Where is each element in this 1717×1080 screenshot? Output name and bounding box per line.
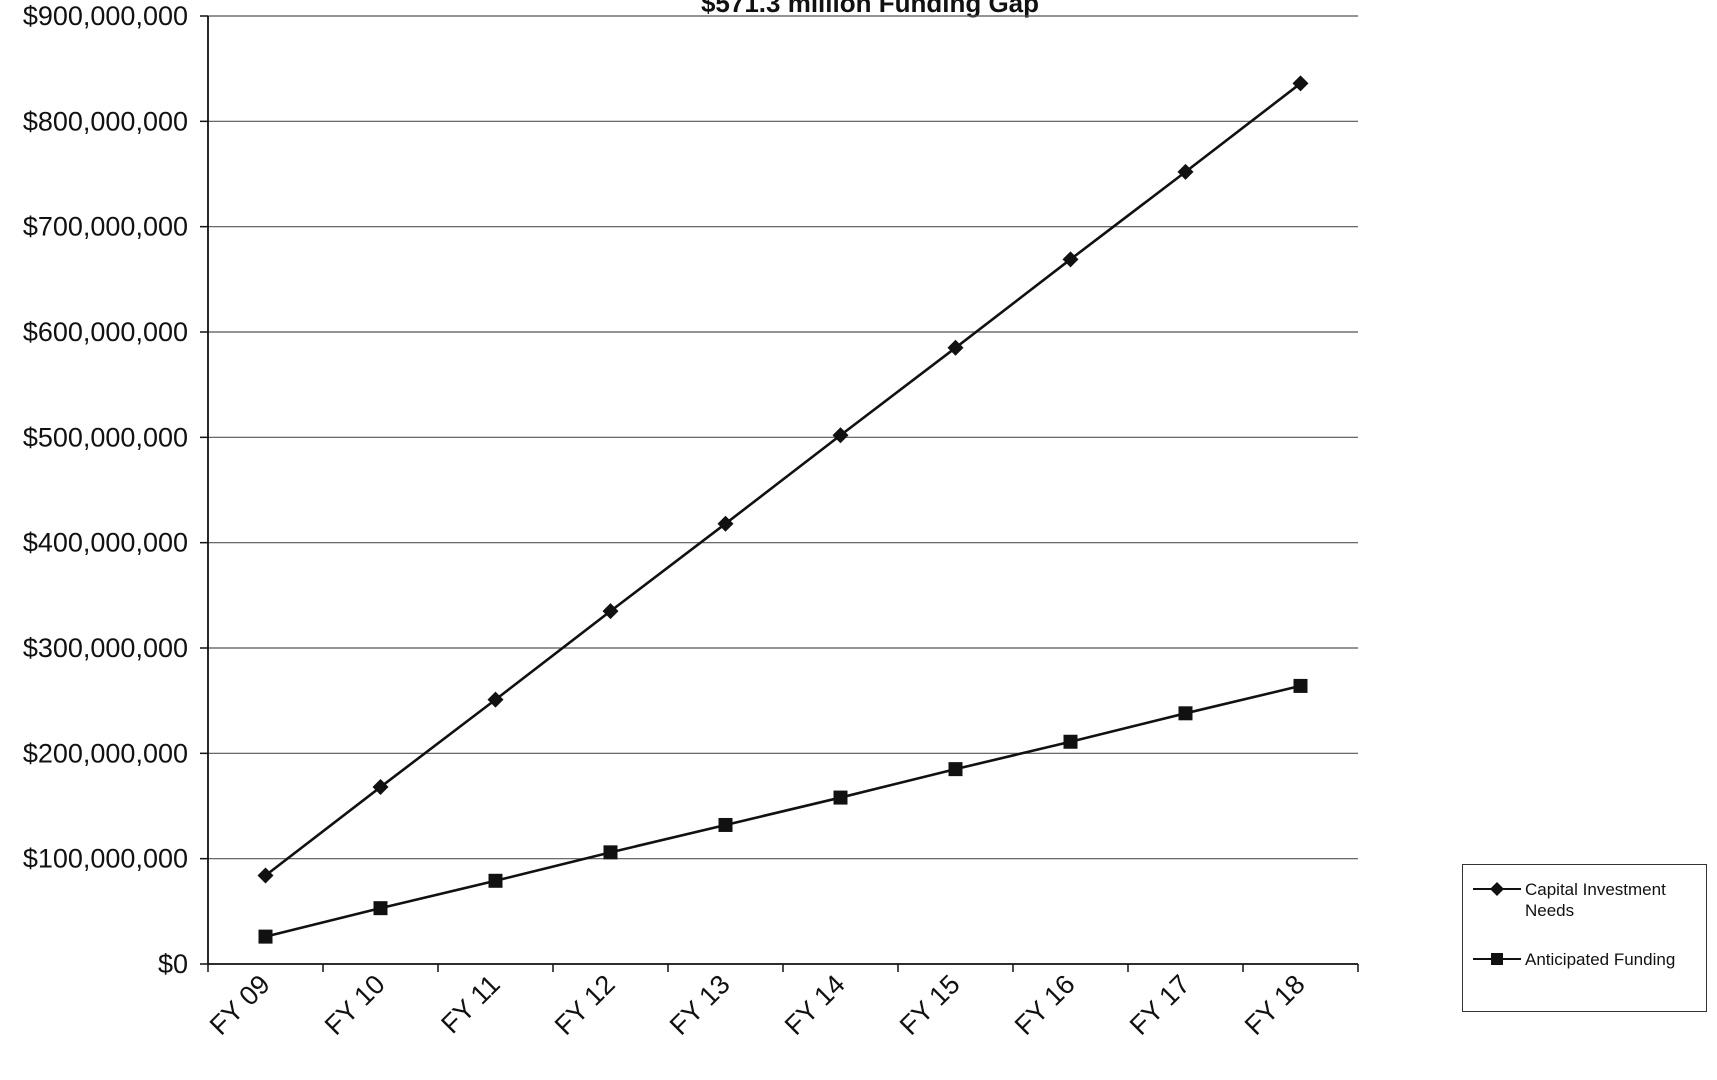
y-tick-labels: $0 $100,000,000 $200,000,000 $300,000,000 $4… xyxy=(23,1,188,979)
square-point xyxy=(948,762,963,777)
series-line-capital-investment-needs xyxy=(264,82,1302,877)
diamond-point xyxy=(947,339,964,356)
series-line-anticipated-funding xyxy=(265,684,1301,938)
axes xyxy=(200,15,1359,972)
diamond-point xyxy=(832,427,849,444)
y-tick-label: $100,000,000 xyxy=(23,844,188,874)
diamond-point xyxy=(717,515,734,532)
x-tick-label: FY 11 xyxy=(435,969,505,1039)
y-tick-label: $700,000,000 xyxy=(23,212,188,242)
diamond-point xyxy=(487,691,504,708)
y-tick-label: $200,000,000 xyxy=(23,738,188,768)
x-tick-label: FY 13 xyxy=(664,969,736,1041)
legend-label: Capital Investment Needs xyxy=(1525,880,1666,920)
diamond-point xyxy=(602,603,619,620)
legend-item-capital-investment-needs: Capital Investment Needs xyxy=(1473,879,1695,921)
y-tick-label: $800,000,000 xyxy=(23,106,188,136)
square-point xyxy=(1063,734,1078,749)
legend-item-anticipated-funding: Anticipated Funding xyxy=(1473,949,1695,970)
x-tick-label: FY 18 xyxy=(1239,969,1311,1041)
diamond-point xyxy=(257,867,274,884)
x-tick-label: FY 12 xyxy=(549,969,621,1041)
square-point xyxy=(488,873,503,888)
diamond-point xyxy=(1062,251,1079,268)
diamond-point xyxy=(372,779,389,796)
square-point xyxy=(1178,706,1193,721)
chart-title: $571.3 million Funding Gap xyxy=(701,0,1039,18)
y-tick-label: $400,000,000 xyxy=(23,528,188,558)
legend-label: Anticipated Funding xyxy=(1525,950,1676,969)
x-tick-label: FY 15 xyxy=(894,969,966,1041)
diamond-marker-icon xyxy=(1473,879,1521,899)
series-markers xyxy=(257,75,1309,944)
gridlines xyxy=(208,15,1358,860)
square-point xyxy=(833,790,848,805)
y-tick-label: $600,000,000 xyxy=(23,317,188,347)
square-point xyxy=(718,817,733,832)
x-tick-label: FY 09 xyxy=(204,969,276,1041)
square-point xyxy=(1293,678,1308,693)
y-tick-label: $300,000,000 xyxy=(23,633,188,663)
diamond-point xyxy=(1292,75,1309,92)
legend: Capital Investment Needs Anticipated Fun… xyxy=(1462,864,1707,1012)
square-point xyxy=(603,845,618,860)
x-tick-label: FY 14 xyxy=(779,969,851,1041)
x-tick-label: FY 10 xyxy=(319,969,391,1041)
x-tick-labels: FY 09 FY 10 FY 11 FY 12 FY 13 FY 14 FY 15 FY 16… xyxy=(204,969,1311,1041)
square-point xyxy=(258,929,273,944)
y-tick-label: $900,000,000 xyxy=(23,1,188,31)
square-marker-icon xyxy=(1473,949,1521,969)
x-tick-label: FY 17 xyxy=(1124,969,1196,1041)
y-tick-label: $500,000,000 xyxy=(23,422,188,452)
diamond-point xyxy=(1177,163,1194,180)
y-tick-label: $0 xyxy=(158,949,188,979)
square-point xyxy=(373,901,388,916)
x-tick-label: FY 16 xyxy=(1009,969,1081,1041)
series-lines xyxy=(264,82,1302,938)
